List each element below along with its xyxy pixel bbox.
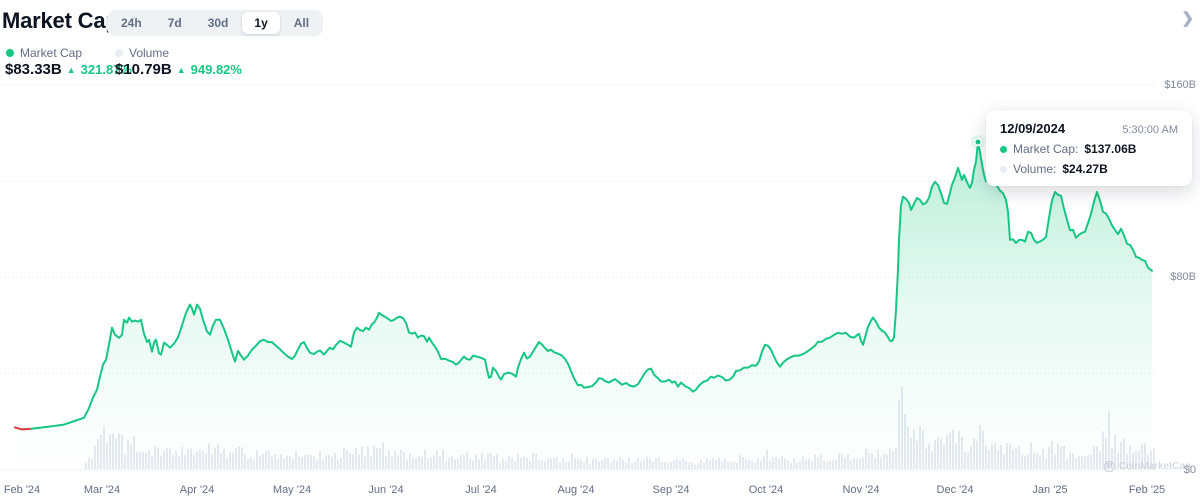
x-axis-label: Feb '24 <box>3 484 41 496</box>
tab-1y[interactable]: 1y <box>242 12 280 34</box>
up-triangle-icon: ▲ <box>66 65 76 75</box>
market-cap-value: $83.33B <box>5 61 62 78</box>
x-axis-label: Jul '24 <box>465 484 497 496</box>
x-axis-label: Jun '24 <box>368 484 404 496</box>
tooltip-row-value: $24.27B <box>1062 162 1108 176</box>
tooltip-row-value: $137.06B <box>1084 142 1137 156</box>
x-axis-label: Dec '24 <box>936 484 974 496</box>
data-point-marker[interactable] <box>973 137 983 147</box>
watermark-text: CoinMarketCap <box>1119 461 1192 472</box>
volume-value: $10.79B <box>115 61 172 78</box>
x-axis-label: Nov '24 <box>842 484 880 496</box>
up-triangle-icon: ▲ <box>176 65 186 75</box>
x-axis-label: Aug '24 <box>557 484 595 496</box>
tab-24h[interactable]: 24h <box>109 12 154 34</box>
x-axis-label: Sep '24 <box>652 484 690 496</box>
tooltip-row-label: Market Cap: <box>1013 142 1079 156</box>
chevron-right-icon[interactable]: ❯ <box>1181 10 1194 27</box>
market-cap-dot-icon <box>1000 145 1007 153</box>
x-axis-label: Jan '25 <box>1032 484 1068 496</box>
time-range-tabs: 24h 7d 30d 1y All <box>107 10 324 36</box>
coinmarketcap-logo-icon: M <box>1104 461 1115 472</box>
y-axis-label: $160B <box>1164 79 1196 91</box>
market-cap-dot-icon <box>6 49 14 57</box>
x-axis-label: Feb '25 <box>1128 484 1166 496</box>
tab-30d[interactable]: 30d <box>196 12 241 34</box>
volume-dot-icon <box>115 49 123 57</box>
page-title: Market Cap <box>2 8 119 33</box>
x-axis-label: May '24 <box>272 484 312 496</box>
tooltip-date: 12/09/2024 <box>1000 121 1066 136</box>
market-cap-change: 321.87% <box>80 62 132 77</box>
market-cap-line-down-segment <box>14 426 31 431</box>
tab-7d[interactable]: 7d <box>156 12 194 34</box>
legend-label: Market Cap <box>20 46 83 60</box>
chart-tooltip: 12/09/2024 5:30:00 AM Market Cap: $137.0… <box>986 110 1192 186</box>
y-axis-label: $80B <box>1170 271 1196 284</box>
volume-value-row: $10.79B ▲ 949.82% <box>115 61 242 78</box>
y-axis-label: $0 <box>1183 463 1196 476</box>
legend-item-market-cap: Market Cap <box>6 46 82 60</box>
market-cap-area-fill <box>15 142 1152 470</box>
market-cap-value-row: $83.33B ▲ 321.87% <box>5 61 132 78</box>
volume-change: 949.82% <box>190 62 242 77</box>
coinmarketcap-watermark: M CoinMarketCap <box>1104 461 1191 472</box>
x-axis-label: Mar '24 <box>83 484 121 496</box>
x-axis-label: Oct '24 <box>748 484 784 496</box>
tooltip-row-label: Volume: <box>1013 162 1057 176</box>
x-axis-label: Apr '24 <box>179 484 215 496</box>
legend-item-volume: Volume <box>115 46 169 60</box>
market-cap-line <box>14 141 1153 431</box>
volume-dot-icon <box>1000 165 1007 173</box>
legend-label: Volume <box>129 46 170 60</box>
tooltip-time: 5:30:00 AM <box>1122 124 1178 136</box>
tab-all[interactable]: All <box>282 12 321 34</box>
